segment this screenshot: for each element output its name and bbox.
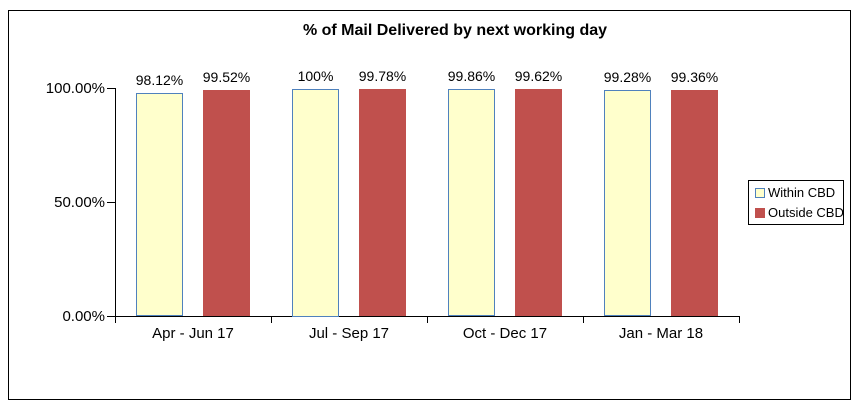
bar-outside-cbd <box>359 89 406 317</box>
bar-value-label: 99.28% <box>603 69 652 86</box>
bar-outside-cbd <box>515 89 562 317</box>
x-axis-tick <box>270 317 272 323</box>
legend-label-within-cbd: Within CBD <box>768 185 836 200</box>
x-axis-tick <box>114 317 116 323</box>
y-axis-tick <box>107 88 115 89</box>
outside-cbd-swatch-icon <box>755 207 765 218</box>
bar-within-cbd <box>292 88 339 317</box>
legend-item-outside-cbd: Outside CBD <box>755 205 844 220</box>
x-axis-tick <box>426 317 428 323</box>
x-axis-tick <box>738 317 740 323</box>
within-cbd-swatch-icon <box>755 187 765 198</box>
x-axis-tick <box>582 317 584 323</box>
bar-within-cbd <box>448 88 495 317</box>
y-axis-tick <box>107 202 115 203</box>
legend-item-within-cbd: Within CBD <box>755 185 843 200</box>
y-axis-tick <box>107 316 115 317</box>
bar-value-label: 99.62% <box>514 68 563 85</box>
legend-label-outside-cbd: Outside CBD <box>768 205 844 220</box>
x-axis-line <box>115 316 740 317</box>
bar-value-label: 100% <box>297 67 334 84</box>
bar-value-label: 99.78% <box>358 68 407 84</box>
y-axis-tick-label: 0.00% <box>62 307 105 325</box>
bar-outside-cbd <box>203 89 250 317</box>
bar-value-label: 98.12% <box>135 71 184 88</box>
chart-title: % of Mail Delivered by next working day <box>302 22 608 39</box>
x-axis-category-label: Apr - Jun 17 <box>152 325 234 342</box>
y-axis-line <box>115 88 116 317</box>
x-axis-category-label: Jan - Mar 18 <box>618 325 704 342</box>
y-axis-tick-label: 50.00% <box>54 193 105 211</box>
bar-outside-cbd <box>671 89 718 317</box>
bar-value-label: 99.36% <box>670 68 719 85</box>
x-axis-category-label: Oct - Dec 17 <box>462 325 548 342</box>
bar-within-cbd <box>604 90 651 317</box>
legend: Within CBD Outside CBD <box>748 180 844 225</box>
bar-within-cbd <box>136 92 183 317</box>
y-axis-tick-label: 100.00% <box>45 79 105 97</box>
x-axis-category-label: Jul - Sep 17 <box>308 325 390 342</box>
bar-value-label: 99.86% <box>447 67 496 84</box>
bar-value-label: 99.52% <box>202 68 251 85</box>
